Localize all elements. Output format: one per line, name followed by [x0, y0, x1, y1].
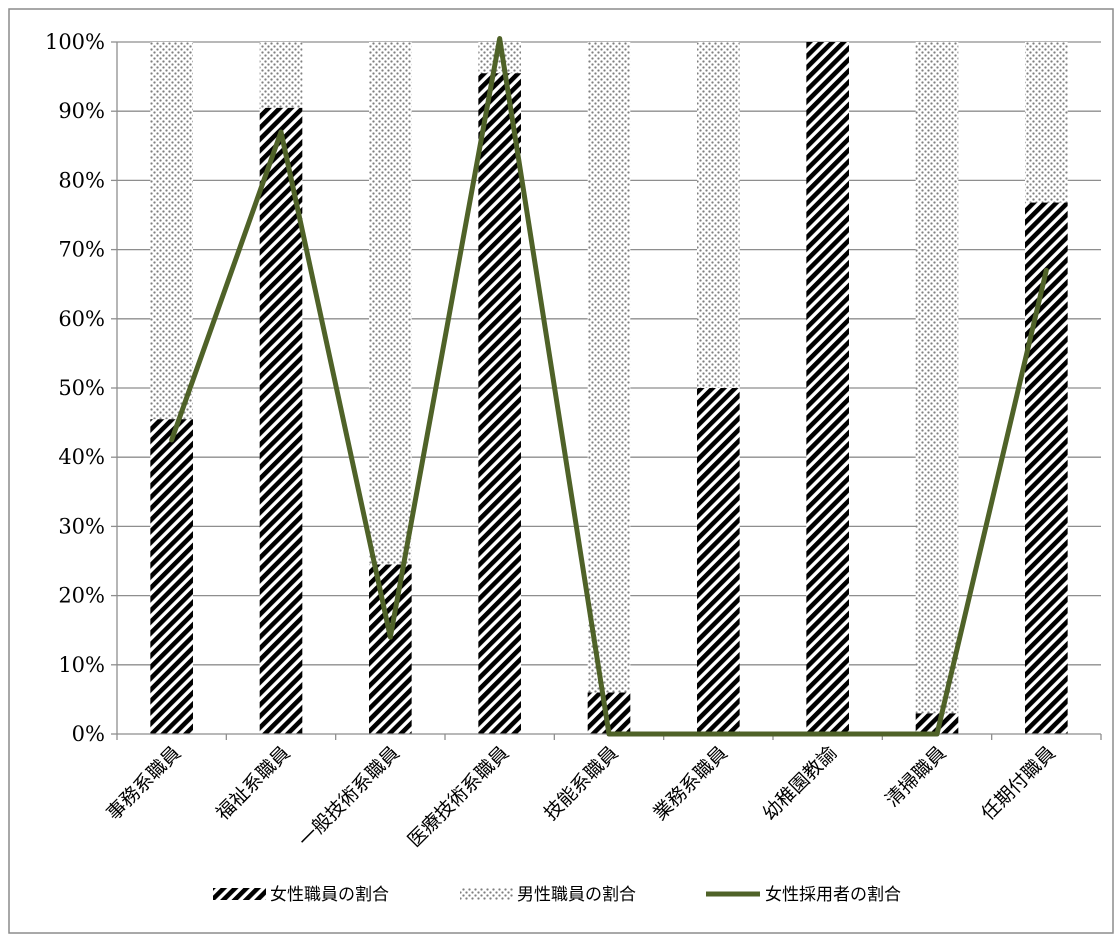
bar-female-staff [1025, 203, 1068, 734]
y-tick-label: 0% [72, 722, 105, 746]
x-tick-label: 事務系職員 [102, 742, 185, 825]
bars [150, 42, 1067, 734]
bar-male-staff [260, 42, 303, 108]
legend-swatch-female-staff [213, 888, 266, 900]
bar-male-staff [916, 42, 959, 713]
bar-female-staff [806, 42, 849, 734]
legend-label-female-hires: 女性採用者の割合 [765, 885, 901, 905]
y-tick-label: 60% [58, 307, 105, 331]
x-tick-label: 任期付職員 [977, 742, 1060, 825]
x-tick-label: 一般技術系職員 [294, 742, 404, 852]
x-tick-label: 業務系職員 [649, 742, 732, 825]
x-tick-label: 幼稚園教諭 [758, 742, 841, 825]
y-tick-label: 70% [58, 238, 105, 262]
legend-label-female-staff: 女性職員の割合 [270, 885, 389, 905]
bar-female-staff [478, 73, 521, 734]
y-tick-label: 100% [45, 30, 105, 54]
legend-swatch-male-staff [460, 888, 513, 900]
bar-male-staff [588, 42, 631, 692]
y-tick-label: 10% [58, 653, 105, 677]
x-tick-label: 医療技術系職員 [404, 742, 514, 852]
y-tick-label: 20% [58, 584, 105, 608]
y-tick-label: 40% [58, 445, 105, 469]
y-tick-label: 80% [58, 168, 105, 192]
bar-male-staff [1025, 42, 1068, 203]
bar-female-staff [150, 419, 193, 734]
bar-male-staff [150, 42, 193, 419]
bar-female-staff [697, 388, 740, 734]
legend-label-male-staff: 男性職員の割合 [517, 885, 636, 905]
tick-labels: 0% 10% 20% 30% 40% 50% 60% 70% 80% 90% 100% 事務系職員 福祉… [45, 30, 1060, 852]
bar-male-staff [697, 42, 740, 388]
legend: 女性職員の割合 男性職員の割合 女性採用者の割合 [213, 885, 901, 905]
y-tick-label: 50% [58, 376, 105, 400]
x-tick-label: 清掃職員 [881, 742, 950, 811]
y-tick-label: 90% [58, 99, 105, 123]
y-tick-label: 30% [58, 514, 105, 538]
bar-male-staff [369, 42, 412, 564]
bar-female-staff [369, 564, 412, 734]
x-tick-label: 技能系職員 [540, 742, 623, 825]
x-tick-label: 福祉系職員 [212, 742, 295, 825]
